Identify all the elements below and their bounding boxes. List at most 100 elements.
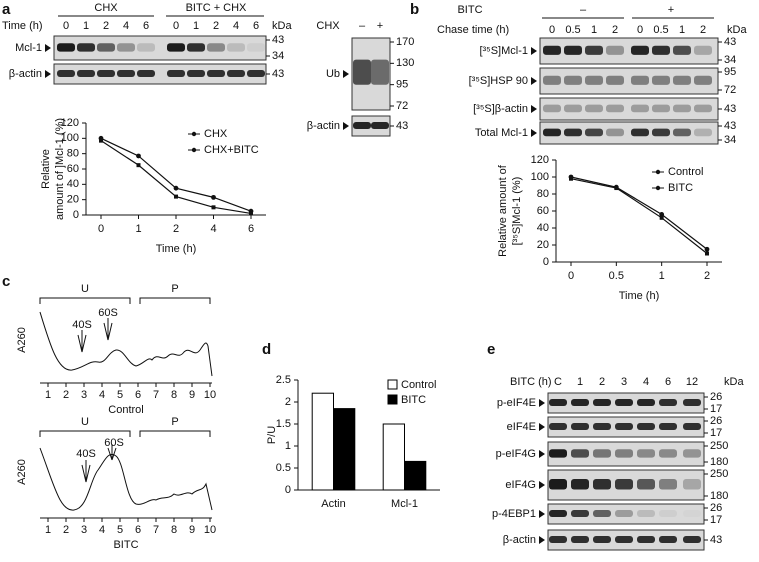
lane-label: C [554,376,562,388]
fraction-label: 6 [135,389,141,401]
region-label: P [171,416,178,428]
kda-marker: 34 [272,50,284,62]
blot-band [227,70,245,77]
axis-title: A260 [16,327,28,353]
kda-marker: 43 [710,534,722,546]
y-tick-label: 1 [285,440,291,452]
lane-label: 0 [173,20,179,32]
blot-band [549,399,567,406]
row-arrow [531,47,537,55]
y-axis-title: Relative amount of [497,164,509,257]
x-tick-label: 0 [568,270,574,282]
row-arrow [531,105,537,113]
kda-marker: 180 [710,490,728,502]
lane-label: 1 [577,376,583,388]
legend-label: Control [668,166,703,178]
blot-band [606,75,624,85]
kda-marker: 95 [396,79,408,91]
blot-band [571,423,589,430]
x-tick-label: 4 [210,223,216,235]
y-tick-label: 120 [61,117,79,129]
blot-band [659,423,677,430]
blot-band [659,399,677,406]
kda-marker: 95 [724,66,736,78]
legend-swatch [191,131,197,137]
blot-band [637,510,655,517]
blot-band [615,423,633,430]
fraction-label: 1 [45,389,51,401]
legend-swatch [191,147,197,153]
data-point [211,205,216,210]
y-tick-label: 0 [543,256,549,268]
blot-band [652,128,670,137]
axis-title: Time (h) [2,20,43,32]
fraction-label: 10 [204,389,216,401]
data-point [211,194,216,200]
kda-marker: 17 [710,403,722,415]
blot-band [117,70,135,77]
blot-band [564,45,582,55]
blot-band [571,536,589,543]
row-label: β-actin [503,534,536,546]
blot-band [549,536,567,543]
lane-label: 4 [643,376,649,388]
kda-marker: 250 [710,440,728,452]
y-tick-label: 120 [531,154,549,166]
lane-label: – [359,20,366,32]
lane-label: 2 [213,20,219,32]
kda-marker: 34 [724,54,736,66]
blot-band [615,479,633,490]
x-tick-label: 0.5 [609,270,624,282]
blot-band [683,479,701,490]
blot-band [564,75,582,85]
y-tick-label: 60 [537,205,549,217]
row-arrow [343,122,349,130]
blot-band [585,75,603,85]
y-tick-label: 2.5 [276,374,291,386]
lane-label: 0.5 [653,24,668,36]
lane-label: 1 [83,20,89,32]
kda-marker: 43 [272,34,284,46]
blot-band [673,45,691,55]
kda-label: kDa [272,20,292,32]
kda-marker: 17 [710,514,722,526]
fraction-bracket [39,297,211,304]
blot-band [637,449,655,458]
row-arrow [531,77,537,85]
fraction-label: 5 [117,389,123,401]
fraction-label: 8 [171,524,177,536]
legend-swatch [387,379,398,390]
panel-letter: d [262,341,271,358]
blot-band [659,510,677,517]
blot-band [227,43,245,52]
y-tick-label: 2 [285,396,291,408]
blot-band [673,75,691,85]
blot-band [593,536,611,543]
y-tick-label: 0 [285,484,291,496]
fraction-label: 4 [99,524,105,536]
blot-band [683,510,701,517]
blot-band [659,536,677,543]
kda-marker: 130 [396,57,414,69]
lane-label: 6 [143,20,149,32]
y-tick-label: 80 [67,148,79,160]
group-label: + [668,4,674,16]
peak-label: 40S [76,448,96,460]
fraction-label: 3 [81,524,87,536]
blot-band [694,104,712,113]
blot-band [694,45,712,55]
lane-label: 2 [700,24,706,36]
y-axis-title: [³⁵S]Mcl-1 (%) [511,177,523,246]
blot-band [247,43,265,52]
blot-strip [539,67,719,95]
blot-band [137,43,155,52]
blot-band [117,43,135,52]
x-axis-title: Time (h) [619,290,660,302]
kda-marker: 34 [724,134,736,146]
data-point [704,246,710,252]
peak-label: 60S [98,307,118,319]
data-point [174,194,178,199]
blot-band [543,128,561,137]
row-label: [³⁵S]β-actin [473,103,528,115]
blot-band [683,536,701,543]
